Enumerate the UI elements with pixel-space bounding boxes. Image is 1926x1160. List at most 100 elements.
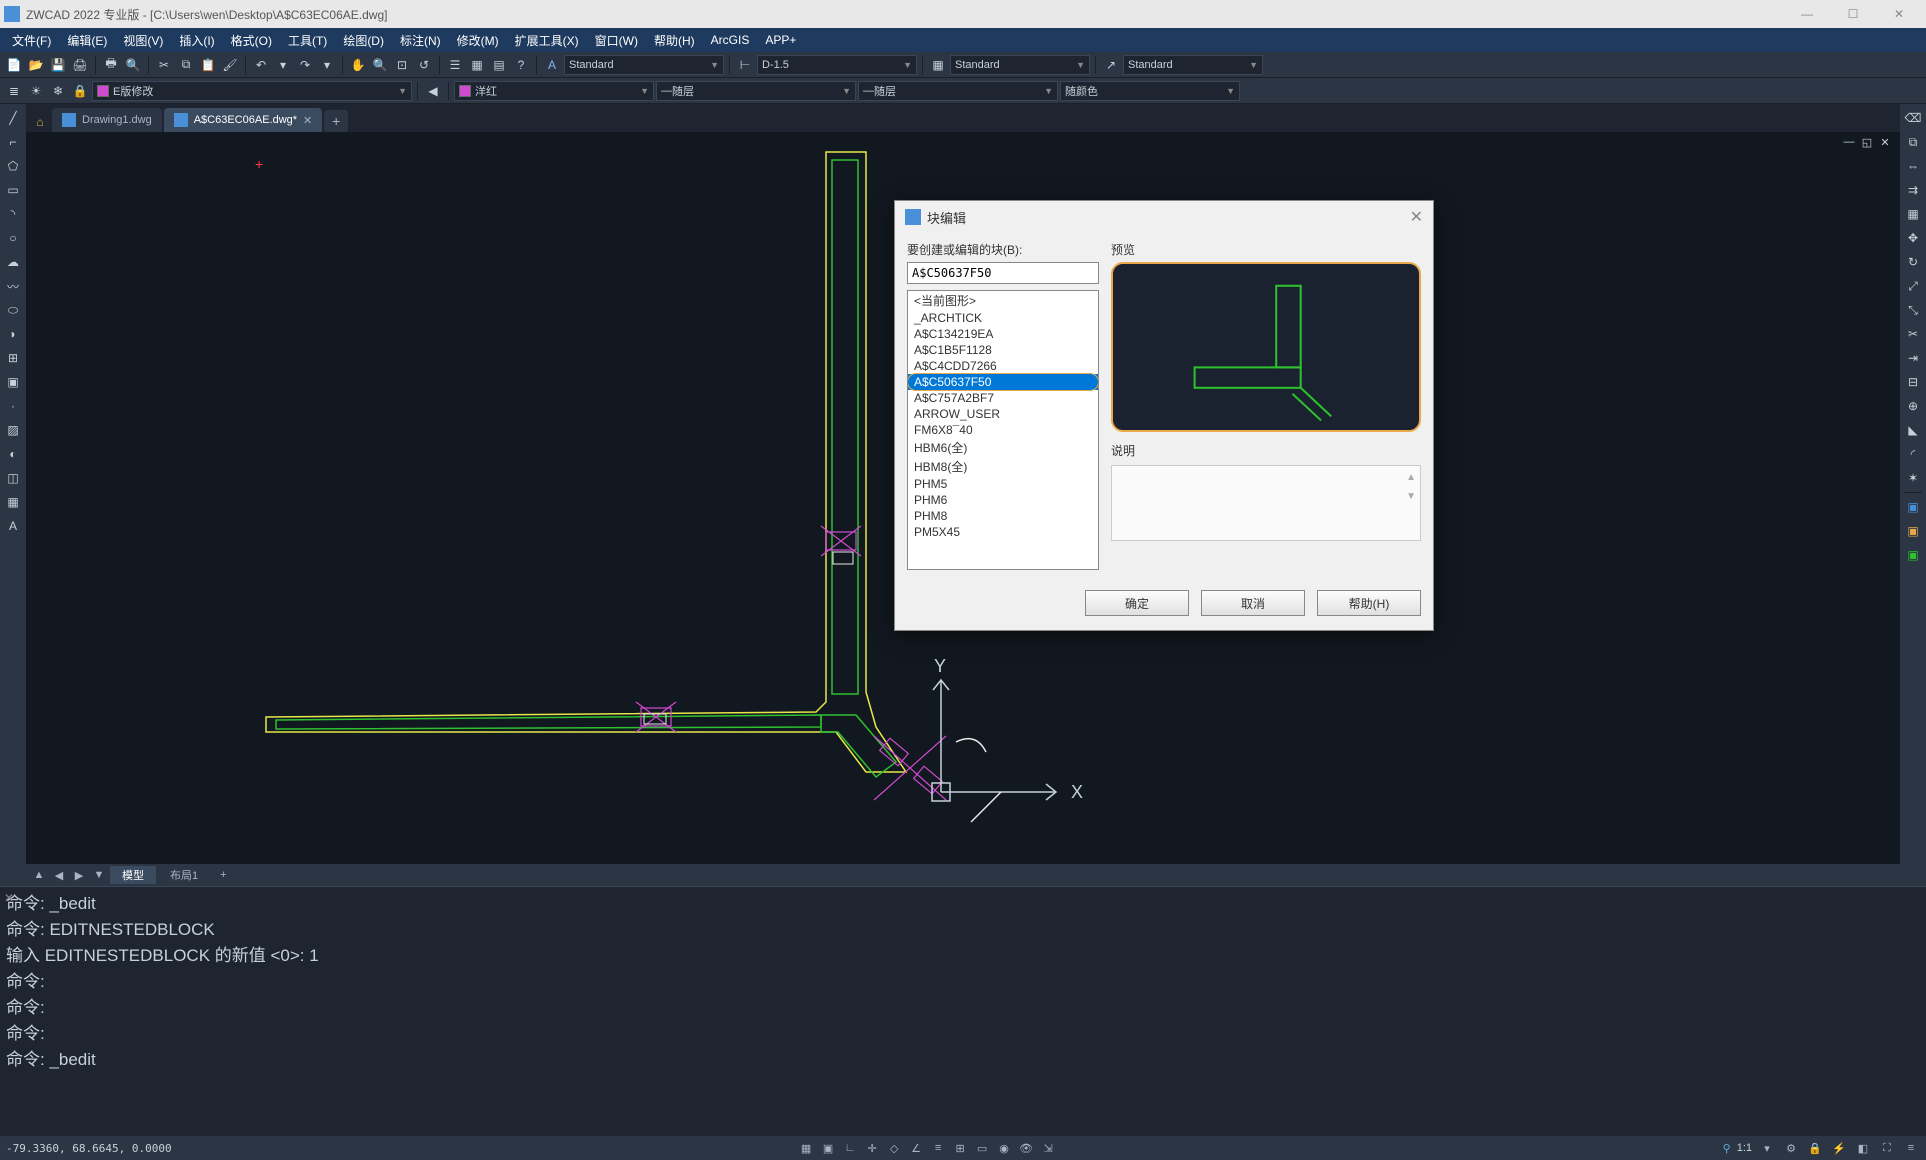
customize-icon[interactable]: ≡ <box>1902 1139 1920 1157</box>
pan-icon[interactable]: ✋ <box>348 55 368 75</box>
block-list-item[interactable]: _ARCHTICK <box>908 310 1098 326</box>
palette-2-icon[interactable]: ▣ <box>1903 521 1923 541</box>
block-list-item[interactable]: A$C134219EA <box>908 326 1098 342</box>
anno-scale-icon[interactable]: ⚲ <box>1723 1142 1731 1155</box>
lwt-icon[interactable]: ≡ <box>929 1139 947 1157</box>
doc-tab-add[interactable]: + <box>324 110 348 132</box>
layer-combo[interactable]: E版修改▼ <box>92 81 412 101</box>
polar-icon[interactable]: ✛ <box>863 1139 881 1157</box>
vp-close-icon[interactable]: ✕ <box>1878 136 1892 149</box>
insert-block-icon[interactable]: ⊞ <box>3 348 23 368</box>
menu-edit[interactable]: 编辑(E) <box>59 29 115 52</box>
textstyle-combo[interactable]: Standard▼ <box>564 55 724 75</box>
hatch-icon[interactable]: ▨ <box>3 420 23 440</box>
textstyle-icon[interactable]: A <box>542 55 562 75</box>
scale-icon[interactable]: ⤢ <box>1903 276 1923 296</box>
vp-minimize-icon[interactable]: — <box>1842 136 1856 149</box>
desc-box[interactable]: ▲▼ <box>1111 465 1421 541</box>
block-list-item[interactable]: HBM8(全) <box>908 457 1098 476</box>
anno-vis-icon[interactable]: 👁 <box>1017 1139 1035 1157</box>
layer-states-icon[interactable]: ☀ <box>26 81 46 101</box>
palette-1-icon[interactable]: ▣ <box>1903 497 1923 517</box>
help-button[interactable]: 帮助(H) <box>1317 590 1421 616</box>
offset-icon[interactable]: ⇉ <box>1903 180 1923 200</box>
menu-format[interactable]: 格式(O) <box>223 29 280 52</box>
snap-mode-icon[interactable]: ▣ <box>819 1139 837 1157</box>
menu-help[interactable]: 帮助(H) <box>646 29 703 52</box>
color-combo[interactable]: 洋红▼ <box>454 81 654 101</box>
tool-palette-icon[interactable]: ▤ <box>489 55 509 75</box>
command-window[interactable]: ✕ 命令: _bedit命令: EDITNESTEDBLOCK输入 EDITNE… <box>0 886 1926 1136</box>
doc-tab-2[interactable]: A$C63EC06AE.dwg* ✕ <box>164 108 323 132</box>
layer-prev-icon[interactable]: ◀ <box>423 81 443 101</box>
menu-draw[interactable]: 绘图(D) <box>335 29 392 52</box>
mleaderstyle-combo[interactable]: Standard▼ <box>1123 55 1263 75</box>
redo-icon[interactable]: ↷ <box>295 55 315 75</box>
menu-arcgis[interactable]: ArcGIS <box>703 30 758 50</box>
arc-icon[interactable]: ◝ <box>3 204 23 224</box>
zoom-prev-icon[interactable]: ↺ <box>414 55 434 75</box>
ok-button[interactable]: 确定 <box>1085 590 1189 616</box>
block-name-input[interactable] <box>907 262 1099 284</box>
dimstyle-icon[interactable]: ⊢ <box>735 55 755 75</box>
zoom-win-icon[interactable]: ⊡ <box>392 55 412 75</box>
layout-next-icon[interactable]: ▶ <box>70 866 88 884</box>
ws-switch-icon[interactable]: ⚙ <box>1782 1139 1800 1157</box>
command-close-icon[interactable]: ✕ <box>4 891 14 905</box>
layer-lock-icon[interactable]: 🔒 <box>70 81 90 101</box>
layout-last-icon[interactable]: ▼ <box>90 866 108 884</box>
minimize-button[interactable]: — <box>1784 0 1830 28</box>
maximize-button[interactable]: ☐ <box>1830 0 1876 28</box>
ortho-icon[interactable]: ∟ <box>841 1139 859 1157</box>
block-list-item[interactable]: PM5X45 <box>908 524 1098 540</box>
block-list-item[interactable]: PHM6 <box>908 492 1098 508</box>
chamfer-icon[interactable]: ◣ <box>1903 420 1923 440</box>
paste-icon[interactable]: 📋 <box>198 55 218 75</box>
tab-home-icon[interactable]: ⌂ <box>30 112 50 132</box>
cancel-button[interactable]: 取消 <box>1201 590 1305 616</box>
block-list-item[interactable]: A$C757A2BF7 <box>908 390 1098 406</box>
region-icon[interactable]: ◫ <box>3 468 23 488</box>
new-icon[interactable]: 📄 <box>4 55 24 75</box>
block-list-item[interactable]: PHM8 <box>908 508 1098 524</box>
block-listbox[interactable]: <当前图形>_ARCHTICKA$C134219EAA$C1B5F1128A$C… <box>907 290 1099 570</box>
mtext-icon[interactable]: A <box>3 516 23 536</box>
block-list-item[interactable]: <当前图形> <box>908 291 1098 310</box>
match-prop-icon[interactable]: 🖌 <box>220 55 240 75</box>
properties-icon[interactable]: ☰ <box>445 55 465 75</box>
clean-screen-icon[interactable]: ⛶ <box>1878 1139 1896 1157</box>
rotate-icon[interactable]: ↻ <box>1903 252 1923 272</box>
plotstyle-combo[interactable]: 随颜色▼ <box>1060 81 1240 101</box>
block-list-item[interactable]: PHM5 <box>908 476 1098 492</box>
menu-appplus[interactable]: APP+ <box>757 30 804 50</box>
erase-icon[interactable]: ⌫ <box>1903 108 1923 128</box>
layer-freeze-icon[interactable]: ❄ <box>48 81 68 101</box>
menu-extended[interactable]: 扩展工具(X) <box>507 29 587 52</box>
linetype-combo[interactable]: — 随层▼ <box>656 81 856 101</box>
layout-tab-1[interactable]: 布局1 <box>158 866 210 884</box>
fillet-icon[interactable]: ◜ <box>1903 444 1923 464</box>
cycle-icon[interactable]: ◉ <box>995 1139 1013 1157</box>
point-icon[interactable]: · <box>3 396 23 416</box>
layer-manager-icon[interactable]: ≣ <box>4 81 24 101</box>
explode-icon[interactable]: ✶ <box>1903 468 1923 488</box>
mleaderstyle-icon[interactable]: ↗ <box>1101 55 1121 75</box>
cut-icon[interactable]: ✂ <box>154 55 174 75</box>
layout-tab-add[interactable]: + <box>212 866 234 884</box>
save-icon[interactable]: 💾 <box>48 55 68 75</box>
osnap-icon[interactable]: ◇ <box>885 1139 903 1157</box>
menu-modify[interactable]: 修改(M) <box>449 29 507 52</box>
tablestyle-combo[interactable]: Standard▼ <box>950 55 1090 75</box>
anno-scale-value[interactable]: 1:1 <box>1737 1142 1752 1154</box>
lineweight-combo[interactable]: — 随层▼ <box>858 81 1058 101</box>
menu-tools[interactable]: 工具(T) <box>280 29 335 52</box>
iso-icon[interactable]: ◧ <box>1854 1139 1872 1157</box>
move-icon[interactable]: ✥ <box>1903 228 1923 248</box>
rectangle-icon[interactable]: ▭ <box>3 180 23 200</box>
open-icon[interactable]: 📂 <box>26 55 46 75</box>
plot-preview-icon[interactable]: 🔍 <box>123 55 143 75</box>
block-list-item[interactable]: A$C50637F50 <box>908 374 1098 390</box>
undo-dd-icon[interactable]: ▾ <box>273 55 293 75</box>
design-center-icon[interactable]: ▦ <box>467 55 487 75</box>
layout-first-icon[interactable]: ▲ <box>30 866 48 884</box>
